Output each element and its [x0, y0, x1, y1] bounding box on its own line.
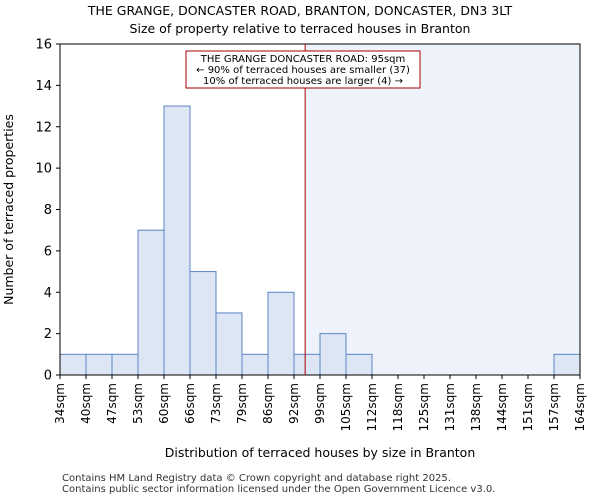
footer-line-1: Contains HM Land Registry data © Crown c…: [62, 473, 451, 484]
x-tick-label: 105sqm: [339, 383, 353, 431]
y-tick-label: 2: [44, 327, 52, 342]
bar: [163, 105, 191, 376]
chart-title-block: THE GRANGE, DONCASTER ROAD, BRANTON, DON…: [0, 2, 600, 38]
annotation-line: 10% of terraced houses are larger (4) →: [203, 76, 403, 87]
x-tick-label: 60sqm: [157, 383, 171, 424]
chart-title: THE GRANGE, DONCASTER ROAD, BRANTON, DON…: [87, 3, 513, 18]
bar: [553, 353, 581, 376]
bar: [85, 353, 113, 376]
y-tick-label: 8: [44, 203, 52, 218]
bar: [293, 353, 321, 376]
x-tick-label: 92sqm: [287, 383, 301, 424]
bar: [189, 271, 217, 376]
x-tick-label: 53sqm: [131, 383, 145, 424]
highlight-region: [305, 44, 580, 375]
x-tick-label: 164sqm: [573, 383, 587, 431]
x-tick-label: 125sqm: [417, 383, 431, 431]
bar: [215, 312, 243, 376]
x-tick-label: 73sqm: [209, 383, 223, 424]
x-tick-label: 151sqm: [521, 383, 535, 431]
x-tick-label: 34sqm: [53, 383, 67, 424]
x-tick-label: 144sqm: [495, 383, 509, 431]
y-tick-label: 10: [35, 162, 52, 177]
y-tick-label: 4: [44, 286, 52, 301]
x-tick-label: 157sqm: [547, 383, 561, 431]
bar: [111, 353, 139, 376]
x-tick-label: 112sqm: [365, 383, 379, 431]
footer: Contains HM Land Registry data © Crown c…: [62, 473, 495, 495]
annotation-line: ← 90% of terraced houses are smaller (37…: [196, 65, 410, 76]
x-axis-label: Distribution of terraced houses by size …: [165, 445, 476, 460]
y-tick-label: 6: [44, 244, 52, 259]
x-tick-label: 118sqm: [391, 383, 405, 431]
x-tick-label: 131sqm: [443, 383, 457, 431]
y-tick-label: 16: [35, 38, 52, 53]
x-tick-label: 138sqm: [469, 383, 483, 431]
x-tick-label: 86sqm: [261, 383, 275, 424]
y-tick-label: 12: [35, 120, 52, 135]
annotation-box: [185, 50, 421, 89]
x-tick-label: 66sqm: [183, 383, 197, 424]
bar: [137, 229, 165, 376]
bar: [345, 353, 373, 376]
x-tick-label: 79sqm: [235, 383, 249, 424]
y-tick-label: 0: [44, 369, 52, 384]
footer-line-2: Contains public sector information licen…: [62, 484, 496, 495]
y-tick-label: 14: [35, 79, 52, 94]
y-axis-label: Number of terraced properties: [1, 114, 16, 305]
x-tick-label: 99sqm: [313, 383, 327, 424]
bar: [267, 291, 295, 376]
x-tick-label: 47sqm: [105, 383, 119, 424]
bar: [59, 353, 87, 376]
bar: [319, 333, 347, 376]
annotation-line: THE GRANGE DONCASTER ROAD: 95sqm: [200, 54, 406, 65]
chart-subtitle: Size of property relative to terraced ho…: [129, 21, 471, 36]
bar: [241, 353, 269, 376]
x-tick-label: 40sqm: [79, 383, 93, 424]
